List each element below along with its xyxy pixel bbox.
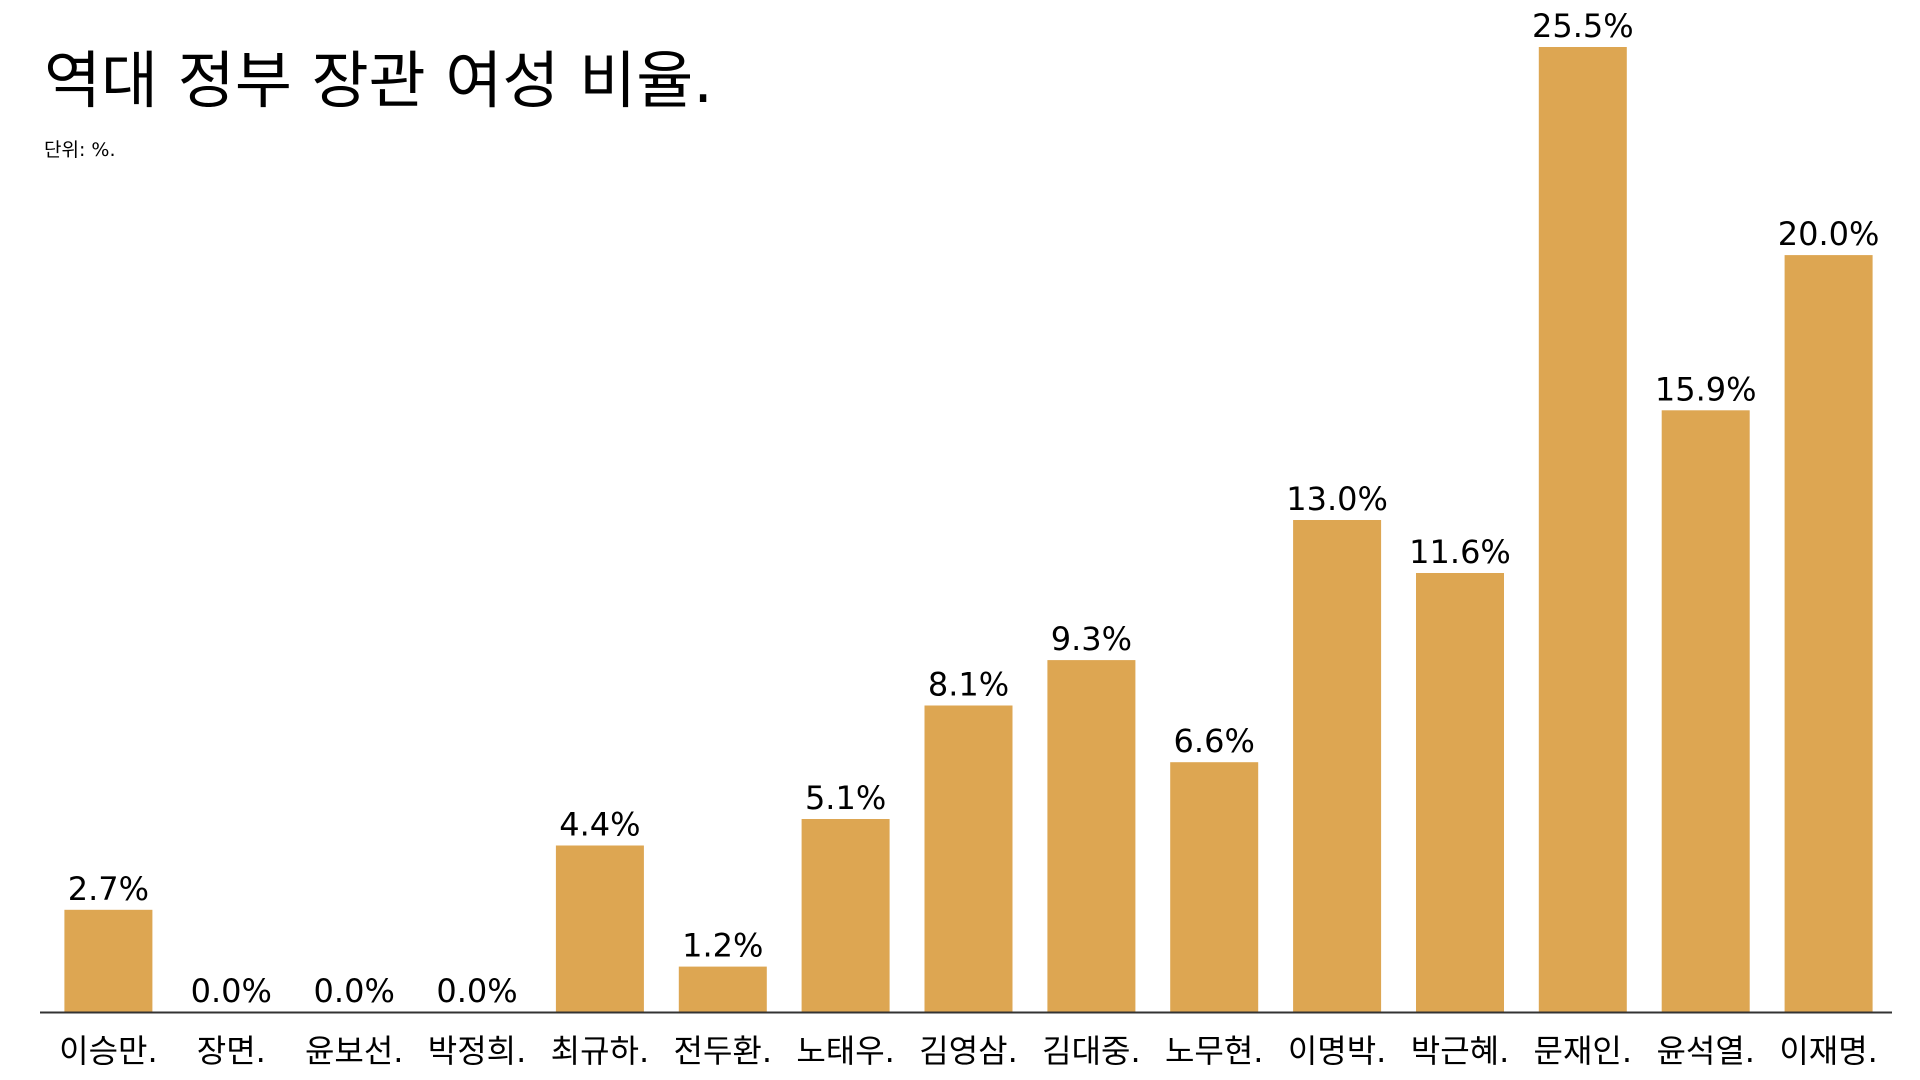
category-label-2: 윤보선. [305, 1032, 404, 1070]
bars-group [64, 47, 1873, 1013]
category-label-13: 윤석열. [1656, 1032, 1755, 1070]
bar-4 [555, 845, 644, 1012]
category-label-0: 이승만. [59, 1032, 158, 1070]
bar-7 [924, 705, 1013, 1012]
category-label-9: 노무현. [1165, 1032, 1264, 1070]
category-label-3: 박정희. [428, 1032, 527, 1070]
category-label-4: 최규하. [551, 1032, 650, 1070]
value-label-5: 1.2% [682, 927, 763, 965]
bar-6 [801, 819, 890, 1012]
category-label-6: 노태우. [796, 1032, 895, 1070]
bar-8 [1047, 660, 1136, 1012]
category-label-8: 김대중. [1042, 1032, 1141, 1070]
bar-14 [1784, 255, 1873, 1013]
bar-10 [1293, 520, 1382, 1012]
value-label-14: 20.0% [1778, 215, 1880, 253]
bar-0 [64, 909, 153, 1012]
value-label-6: 5.1% [805, 779, 886, 817]
category-label-5: 전두환. [674, 1032, 773, 1070]
chart-subtitle: 단위: %. [44, 139, 116, 161]
bar-9 [1170, 762, 1259, 1012]
value-label-12: 25.5% [1532, 7, 1634, 45]
bar-12 [1538, 47, 1627, 1012]
category-label-7: 김영삼. [919, 1032, 1018, 1070]
value-label-10: 13.0% [1286, 480, 1388, 518]
value-label-11: 11.6% [1409, 533, 1511, 571]
category-labels-group: 이승만. 장면. 윤보선. 박정희. 최규하. 전두환. 노태우. 김영삼. 김대중. 노무현. 이… [59, 1032, 1878, 1070]
category-label-12: 문재인. [1534, 1032, 1633, 1070]
value-label-2: 0.0% [314, 972, 395, 1010]
value-label-7: 8.1% [928, 666, 1009, 704]
category-label-1: 장면. [197, 1032, 266, 1070]
bar-5 [678, 966, 767, 1012]
category-label-11: 박근혜. [1411, 1032, 1510, 1070]
value-label-0: 2.7% [68, 870, 149, 908]
value-label-9: 6.6% [1174, 722, 1255, 760]
value-label-4: 4.4% [559, 806, 640, 844]
category-label-14: 이재명. [1779, 1032, 1878, 1070]
bar-13 [1661, 410, 1750, 1012]
bar-11 [1416, 573, 1504, 1012]
value-label-1: 0.0% [191, 972, 272, 1010]
value-label-8: 9.3% [1051, 620, 1132, 658]
value-label-3: 0.0% [436, 972, 517, 1010]
chart-title: 역대 정부 장관 여성 비율. [44, 44, 713, 117]
value-labels-group: 2.7% 0.0% 0.0% 0.0% 4.4% 1.2% 5.1% 8.1% 9.3% 6.6%… [68, 7, 1880, 1010]
category-label-10: 이명박. [1288, 1032, 1387, 1070]
value-label-13: 15.9% [1655, 370, 1757, 408]
